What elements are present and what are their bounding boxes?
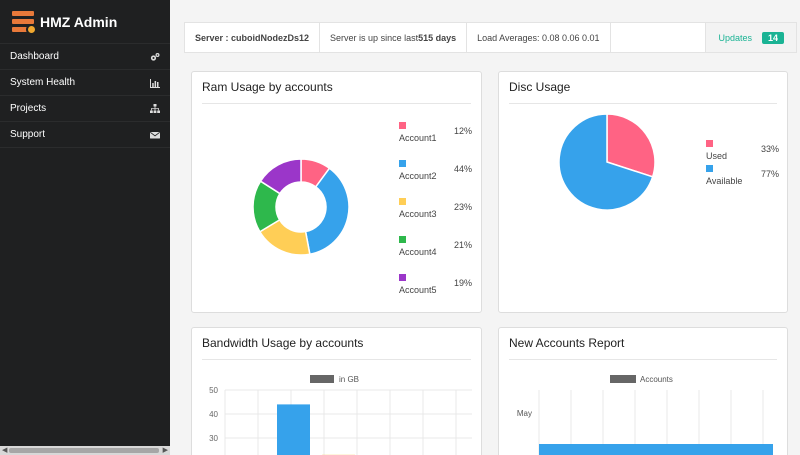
y-tick-label: 50 bbox=[209, 386, 218, 395]
legend-value: 77% bbox=[761, 169, 780, 179]
server-status-bar: Server : cuboidNodezDs12 Server is up si… bbox=[184, 22, 797, 53]
accounts-bar-chart: Accounts May bbox=[517, 375, 773, 455]
bandwidth-bar-chart: in GB 50 40 30 bbox=[209, 375, 472, 455]
updates-button[interactable]: Updates 14 bbox=[705, 23, 796, 52]
load-averages-text: Load Averages: 0.08 0.06 0.01 bbox=[477, 32, 600, 43]
scroll-right-icon[interactable]: ▶ bbox=[162, 447, 168, 454]
legend-label: Account2 bbox=[399, 171, 437, 181]
disc-slice-available[interactable] bbox=[558, 113, 654, 211]
updates-label: Updates bbox=[718, 32, 752, 43]
legend-swatch bbox=[399, 274, 406, 281]
sidebar-item-label: Dashboard bbox=[10, 51, 59, 62]
legend-swatch bbox=[610, 375, 636, 383]
load-averages: Load Averages: 0.08 0.06 0.01 bbox=[467, 23, 611, 52]
legend-swatch bbox=[399, 122, 406, 129]
legend-value: 19% bbox=[454, 278, 473, 288]
y-tick-label: 40 bbox=[209, 410, 218, 419]
disc-legend-available[interactable]: Available bbox=[706, 165, 742, 186]
brand[interactable]: HMZ Admin bbox=[0, 0, 170, 44]
y-category-label: May bbox=[517, 409, 532, 418]
legend-value: 23% bbox=[454, 202, 473, 212]
gears-icon bbox=[150, 52, 160, 61]
ram-legend-account2[interactable]: Account2 bbox=[399, 160, 437, 181]
sidebar-item-support[interactable]: Support bbox=[0, 122, 170, 148]
disc-slice-used[interactable] bbox=[606, 113, 656, 178]
panel-title: New Accounts Report bbox=[509, 336, 625, 350]
panel-title: Ram Usage by accounts bbox=[202, 80, 333, 94]
legend-value: 21% bbox=[454, 240, 473, 250]
sidebar-item-projects[interactable]: Projects bbox=[0, 96, 170, 122]
brand-title: HMZ Admin bbox=[40, 13, 118, 30]
scroll-left-icon[interactable]: ◀ bbox=[2, 447, 8, 454]
uptime-prefix: Server is up since last bbox=[330, 32, 419, 43]
bandwidth-panel: Bandwidth Usage by accounts in GB 50 40 30 bbox=[191, 327, 482, 455]
legend-swatch bbox=[706, 165, 713, 172]
server-logo-icon bbox=[12, 10, 37, 35]
uptime-value: 515 days bbox=[418, 32, 457, 43]
ram-slice-account2[interactable] bbox=[304, 167, 350, 256]
legend-label: Account1 bbox=[399, 133, 437, 143]
bar[interactable] bbox=[277, 404, 310, 455]
sidebar-item-label: Support bbox=[10, 129, 46, 140]
disc-pie-chart bbox=[558, 113, 656, 211]
divider bbox=[202, 359, 471, 360]
legend-swatch bbox=[399, 160, 406, 167]
ram-legend-account4[interactable]: Account4 bbox=[399, 236, 437, 257]
ram-legend-account1[interactable]: Account1 bbox=[399, 122, 437, 143]
ram-slice-account5[interactable] bbox=[259, 158, 302, 195]
panel-title: Disc Usage bbox=[509, 80, 571, 94]
legend-value: 12% bbox=[454, 126, 473, 136]
scrollbar-thumb[interactable] bbox=[9, 448, 159, 453]
ram-usage-panel: Ram Usage by accounts Account1 12% Account… bbox=[191, 71, 482, 313]
bar-chart-icon bbox=[150, 78, 160, 88]
panel-title: Bandwidth Usage by accounts bbox=[202, 336, 364, 350]
envelope-icon bbox=[150, 131, 160, 138]
legend-label: in GB bbox=[339, 375, 359, 384]
new-accounts-panel: New Accounts Report Accounts May bbox=[498, 327, 788, 455]
legend-value: 33% bbox=[761, 144, 780, 154]
y-tick-label: 30 bbox=[209, 434, 218, 443]
sidebar-item-dashboard[interactable]: Dashboard bbox=[0, 44, 170, 70]
sidebar-item-label: Projects bbox=[10, 103, 47, 114]
server-uptime: Server is up since last 515 days bbox=[320, 23, 468, 52]
ram-donut-chart bbox=[252, 158, 350, 256]
sidebar-item-label: System Health bbox=[10, 77, 76, 88]
legend-swatch bbox=[310, 375, 334, 383]
ram-legend-account3[interactable]: Account3 bbox=[399, 198, 437, 219]
server-name-label: Server : cuboidNodezDs12 bbox=[195, 32, 310, 43]
legend-label: Account5 bbox=[399, 285, 437, 295]
updates-count-badge: 14 bbox=[761, 31, 784, 44]
legend-label: Account4 bbox=[399, 247, 437, 257]
sitemap-icon bbox=[150, 103, 160, 113]
disc-legend-used[interactable]: Used bbox=[706, 140, 727, 161]
divider bbox=[509, 103, 777, 104]
ram-legend-account5[interactable]: Account5 bbox=[399, 274, 437, 295]
sidebar: HMZ Admin Dashboard System Health Projec… bbox=[0, 0, 170, 455]
disc-usage-panel: Disc Usage Used 33% Available 77% bbox=[498, 71, 788, 313]
legend-value: 44% bbox=[454, 164, 473, 174]
horizontal-scrollbar[interactable]: ◀ ▶ bbox=[0, 446, 170, 455]
legend-label: Available bbox=[706, 176, 743, 186]
legend-label: Used bbox=[706, 151, 728, 161]
divider bbox=[509, 359, 777, 360]
legend-swatch bbox=[399, 198, 406, 205]
divider bbox=[202, 103, 471, 104]
bar[interactable] bbox=[539, 444, 773, 455]
legend-swatch bbox=[399, 236, 406, 243]
legend-label: Accounts bbox=[640, 375, 673, 384]
legend-label: Account3 bbox=[399, 209, 437, 219]
server-name: Server : cuboidNodezDs12 bbox=[185, 23, 321, 52]
legend-swatch bbox=[706, 140, 713, 147]
sidebar-item-system-health[interactable]: System Health bbox=[0, 70, 170, 96]
